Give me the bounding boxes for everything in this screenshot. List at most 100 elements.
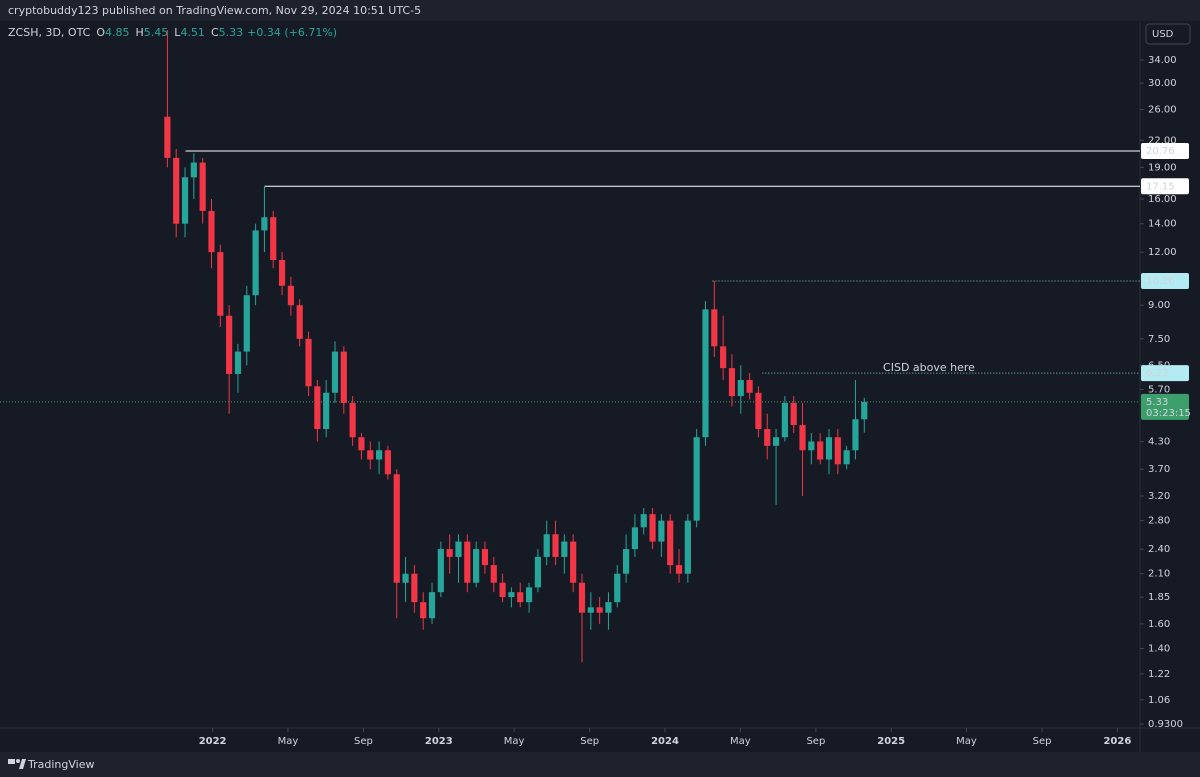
candle-body: [199, 162, 206, 211]
candle-body: [464, 541, 471, 583]
level-label-box: [1141, 365, 1189, 382]
candle-body: [446, 549, 453, 557]
level-label: 10.26: [1146, 276, 1175, 287]
candle-body: [181, 177, 189, 224]
candle-body: [781, 402, 788, 438]
candle-body: [226, 315, 233, 374]
x-tick-label: Sep: [806, 736, 825, 747]
currency-label[interactable]: USD: [1152, 29, 1174, 40]
x-tick-label: 2023: [425, 736, 453, 747]
tv-logo: [8, 759, 26, 769]
candle-body: [499, 582, 506, 598]
candle-body: [411, 573, 418, 603]
candle-body: [790, 402, 797, 426]
candle-body: [261, 217, 268, 231]
candle-body: [825, 437, 833, 460]
y-tick-label: 1.85: [1148, 592, 1170, 603]
y-tick-label: 5.70: [1148, 384, 1170, 395]
candle-body: [861, 401, 868, 420]
legend-ohlc-label: H: [136, 26, 144, 39]
y-tick-label: 1.06: [1148, 695, 1170, 706]
candle-body: [702, 309, 709, 438]
candle-body: [305, 338, 312, 387]
y-tick-label: 1.40: [1148, 644, 1170, 655]
level-label-box: [1141, 143, 1189, 160]
annotation: CISD above here: [883, 361, 975, 374]
candle-body: [587, 607, 594, 613]
candle-body: [552, 534, 559, 557]
legend: ZCSH, 3D, OTC O4.85 H5.45 L4.51 C5.33 +0.34 (…: [8, 26, 337, 39]
y-tick-label: 26.00: [1148, 104, 1177, 115]
countdown-label: 03:23:15: [1146, 408, 1191, 419]
candle-body: [190, 162, 197, 178]
candle-body: [323, 392, 330, 430]
candle-body: [631, 527, 639, 550]
last-price-label: 5.33: [1146, 397, 1168, 408]
candle-body: [349, 402, 356, 438]
candle-body: [437, 549, 444, 593]
x-tick-label: Sep: [354, 736, 373, 747]
x-tick-label: 2022: [199, 736, 227, 747]
candle-body: [675, 565, 683, 574]
candle-body: [208, 210, 215, 253]
y-tick-label: 0.9300: [1148, 719, 1183, 730]
candle-body: [296, 305, 303, 339]
y-tick-label: 19.00: [1148, 162, 1177, 173]
candle-body: [243, 295, 250, 352]
y-tick-label: 1.60: [1148, 619, 1170, 630]
legend-ohlc-value: 5.45: [144, 26, 169, 39]
y-tick-label: 30.00: [1148, 78, 1177, 89]
x-tick-label: May: [504, 736, 525, 747]
y-tick-label: 7.50: [1148, 334, 1170, 345]
candle-body: [525, 587, 533, 603]
candle-body: [234, 351, 242, 374]
legend-symbol: ZCSH, 3D, OTC: [8, 26, 91, 39]
candle-body: [817, 441, 824, 460]
legend-ohlc-value: 5.33: [219, 26, 244, 39]
legend-ohlc-label: L: [174, 26, 181, 39]
footer-bar: [0, 752, 1200, 777]
candle-body: [278, 259, 286, 286]
candle-body: [173, 157, 180, 224]
candle-body: [252, 230, 259, 296]
candle-body: [614, 573, 621, 603]
candle-body: [737, 380, 744, 397]
x-tick-label: May: [956, 736, 977, 747]
candle-body: [623, 549, 630, 574]
candle-body: [455, 541, 462, 557]
candle-body: [667, 520, 674, 566]
candle-body: [605, 602, 612, 613]
candle-body: [596, 607, 603, 613]
candle-body: [808, 441, 815, 451]
last-price-box: [1141, 393, 1189, 420]
candle-body: [561, 541, 568, 557]
legend-ohlc-value: 4.85: [105, 26, 130, 39]
level-label: 20.76: [1146, 146, 1175, 157]
y-tick-label: 2.40: [1148, 544, 1170, 555]
candle-body: [481, 549, 489, 566]
candle-body: [270, 217, 277, 260]
currency-box[interactable]: [1145, 23, 1191, 45]
candle-body: [287, 285, 294, 306]
candle-body: [578, 582, 586, 613]
y-tick-label: 22.00: [1148, 135, 1177, 146]
candle-body: [720, 346, 727, 369]
legend-ohlc-label: C: [211, 26, 219, 39]
candle-body: [693, 437, 700, 521]
candle-body: [772, 437, 780, 446]
header-bar: [0, 0, 1200, 21]
candle-body: [376, 450, 383, 460]
candle-body: [508, 592, 515, 598]
legend-ohlc-label: O: [96, 26, 105, 39]
candle-body: [164, 116, 171, 158]
candle-body: [217, 252, 224, 316]
x-tick-label: May: [278, 736, 299, 747]
candle-body: [746, 380, 753, 393]
candle-body: [640, 514, 647, 528]
x-tick-label: Sep: [1033, 736, 1052, 747]
y-tick-label: 1.22: [1148, 669, 1170, 680]
candle-body: [384, 450, 392, 475]
candle-body: [543, 534, 550, 557]
